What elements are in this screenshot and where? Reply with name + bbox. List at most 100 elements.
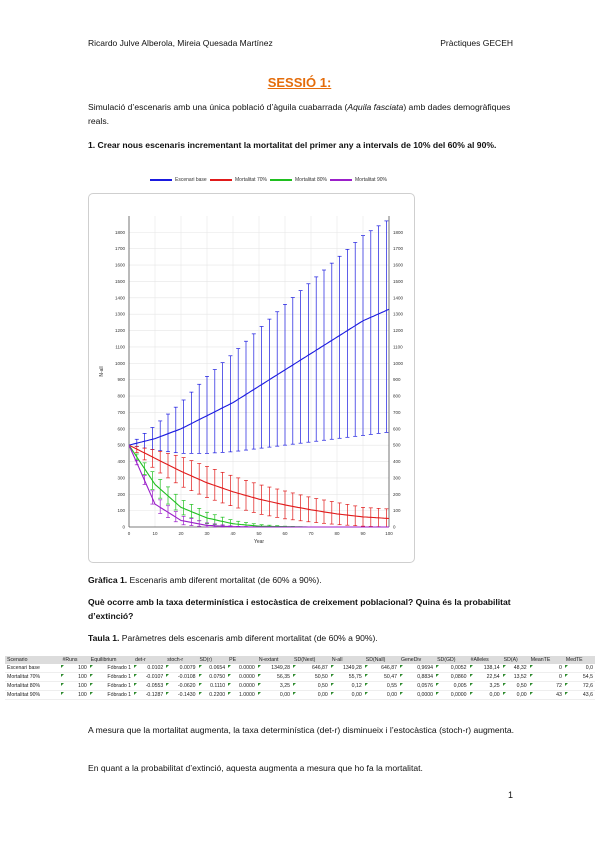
legend-swatch-base bbox=[150, 179, 172, 181]
y-tick-label-right: 500 bbox=[393, 443, 401, 448]
series-line-0 bbox=[128, 308, 390, 446]
intro-text-a: Simulació d’escenaris amb una única pobl… bbox=[88, 102, 348, 112]
y-tick-label-right: 1600 bbox=[393, 263, 404, 268]
table-cell: 43,6 bbox=[563, 690, 595, 700]
table-row: Mortalitat 80% 100 Fóbrado 1 -0.0553 -0.0620… bbox=[5, 681, 595, 691]
y-tick-label-right: 1200 bbox=[393, 328, 404, 333]
table-cell: 1.0000 bbox=[227, 690, 257, 700]
table-header-cell: stoch-r bbox=[165, 656, 198, 664]
question-1: 1. Crear nous escenaris incrementant la … bbox=[88, 139, 518, 153]
question-1-text: 1. Crear nous escenaris incrementant la … bbox=[88, 140, 497, 150]
table-body: Escenari base 100 Fóbrado 1 0.0102 0.0079 0.0… bbox=[5, 664, 595, 700]
table-header-cell: det-r bbox=[133, 656, 166, 664]
table-cell: 0,9694 bbox=[399, 664, 436, 673]
table-cell: 0 bbox=[528, 672, 564, 682]
legend-label-70: Mortalitat 70% bbox=[235, 177, 267, 183]
table-cell: Mortalitat 80% bbox=[5, 681, 61, 691]
legend-item-80: Mortalitat 80% bbox=[270, 177, 327, 183]
y-tick-label: 1800 bbox=[115, 230, 126, 235]
table-row: Mortalitat 90% 100 Fóbrado 1 -0.1287 -0.1430… bbox=[5, 690, 595, 700]
y-tick-label-right: 400 bbox=[393, 459, 401, 464]
y-tick-label-right: 900 bbox=[393, 377, 401, 382]
table-cell: -0.1430 bbox=[165, 690, 198, 700]
table-cell: 0.0000 bbox=[227, 672, 257, 682]
table-cell: Fóbrado 1 bbox=[88, 672, 134, 682]
table-header-cell: SD(Next) bbox=[292, 656, 330, 664]
y-axis-label: N-all bbox=[99, 366, 105, 376]
y-tick-label-right: 1300 bbox=[393, 312, 404, 317]
legend-item-70: Mortalitat 70% bbox=[210, 177, 267, 183]
paragraph-extinction: En quant a la probabilitat d’extinció, a… bbox=[88, 763, 423, 773]
table-cell: 0 bbox=[528, 664, 564, 673]
y-tick-label: 1000 bbox=[115, 361, 126, 366]
x-axis-label: Year bbox=[254, 539, 264, 545]
y-tick-label-right: 600 bbox=[393, 426, 401, 431]
x-tick-label: 90 bbox=[360, 531, 366, 536]
table-header-cell: MeanTE bbox=[528, 656, 564, 664]
table-cell: Mortalitat 70% bbox=[5, 672, 61, 682]
table-header-cell: SD(Nall) bbox=[363, 656, 399, 664]
table-caption: Taula 1. Paràmetres dels escenaris amb d… bbox=[88, 632, 518, 646]
table-cell: 0,8834 bbox=[399, 672, 436, 682]
table-header-cell: MedTE bbox=[563, 656, 595, 664]
table-cell: 0.0102 bbox=[133, 664, 166, 673]
y-tick-label-right: 100 bbox=[393, 508, 401, 513]
legend-item-90: Mortalitat 90% bbox=[330, 177, 387, 183]
table-header-cell: Equilibrium bbox=[88, 656, 134, 664]
question-2: Què ocorre amb la taxa determinística i … bbox=[88, 596, 518, 623]
table-cell: -0.1287 bbox=[133, 690, 166, 700]
table-cell: 0,55 bbox=[363, 681, 399, 691]
y-tick-label-right: 1500 bbox=[393, 279, 404, 284]
y-tick-label: 1400 bbox=[115, 295, 126, 300]
y-tick-label: 1200 bbox=[115, 328, 126, 333]
x-tick-label: 80 bbox=[334, 531, 340, 536]
y-tick-label: 1600 bbox=[115, 263, 126, 268]
legend-item-base: Escenari base bbox=[150, 177, 207, 183]
y-tick-label-right: 1700 bbox=[393, 246, 404, 251]
table-cell: 0,0576 bbox=[399, 681, 436, 691]
y-tick-label: 800 bbox=[117, 394, 125, 399]
table-cell: 0.1110 bbox=[197, 681, 228, 691]
x-tick-label: 70 bbox=[308, 531, 314, 536]
table-cell: 0,00 bbox=[468, 690, 502, 700]
table-cell: 50,50 bbox=[292, 672, 330, 682]
table-cell: 1349,28 bbox=[329, 664, 364, 673]
question-2-text: Què ocorre amb la taxa determinística i … bbox=[88, 597, 511, 621]
table-caption-text: Paràmetres dels escenaris amb diferent m… bbox=[119, 633, 378, 643]
legend-swatch-80 bbox=[270, 179, 292, 181]
table-cell: Mortalitat 90% bbox=[5, 690, 61, 700]
x-tick-label: 30 bbox=[204, 531, 210, 536]
series-line-3 bbox=[128, 444, 389, 528]
table-cell: 0,0000 bbox=[435, 690, 469, 700]
figure-caption: Gràfica 1. Escenaris amb diferent mortal… bbox=[88, 574, 518, 588]
y-tick-label: 600 bbox=[117, 426, 125, 431]
x-tick-label: 20 bbox=[178, 531, 184, 536]
table-cell: -0.0620 bbox=[165, 681, 198, 691]
table-cell: 0.0750 bbox=[197, 672, 228, 682]
table-cell: 100 bbox=[60, 690, 89, 700]
table-cell: 138,14 bbox=[468, 664, 502, 673]
table-header-cell: SD(GD) bbox=[435, 656, 469, 664]
species-name: Aquila fasciata bbox=[347, 102, 404, 112]
x-tick-label: 60 bbox=[282, 531, 288, 536]
chart-legend: Escenari base Mortalitat 70% Mortalitat … bbox=[150, 176, 410, 188]
table-cell: 0.0654 bbox=[197, 664, 228, 673]
y-tick-label: 1700 bbox=[115, 246, 126, 251]
table-cell: 0,50 bbox=[501, 681, 529, 691]
table-cell: Escenari base bbox=[5, 664, 61, 673]
table-cell: 0,12 bbox=[329, 681, 364, 691]
intro-paragraph: Simulació d’escenaris amb una única pobl… bbox=[88, 101, 518, 128]
y-tick-label: 300 bbox=[117, 475, 125, 480]
header-course: Pràctiques GECEH bbox=[440, 38, 513, 48]
y-tick-label: 500 bbox=[117, 443, 125, 448]
x-tick-label: 50 bbox=[256, 531, 262, 536]
table-cell: -0.0108 bbox=[165, 672, 198, 682]
legend-label-base: Escenari base bbox=[175, 177, 207, 183]
chart-frame: 0 10 20 30 40 50 60 70 80 90 100 0 0 100 100 200 200 300 3… bbox=[88, 193, 415, 563]
table-cell: 0.0000 bbox=[227, 681, 257, 691]
table-header-cell: GeneDiv bbox=[399, 656, 436, 664]
y-tick-label: 200 bbox=[117, 492, 125, 497]
table-cell: 0,0860 bbox=[435, 672, 469, 682]
table-header-cell: SD(A) bbox=[501, 656, 529, 664]
